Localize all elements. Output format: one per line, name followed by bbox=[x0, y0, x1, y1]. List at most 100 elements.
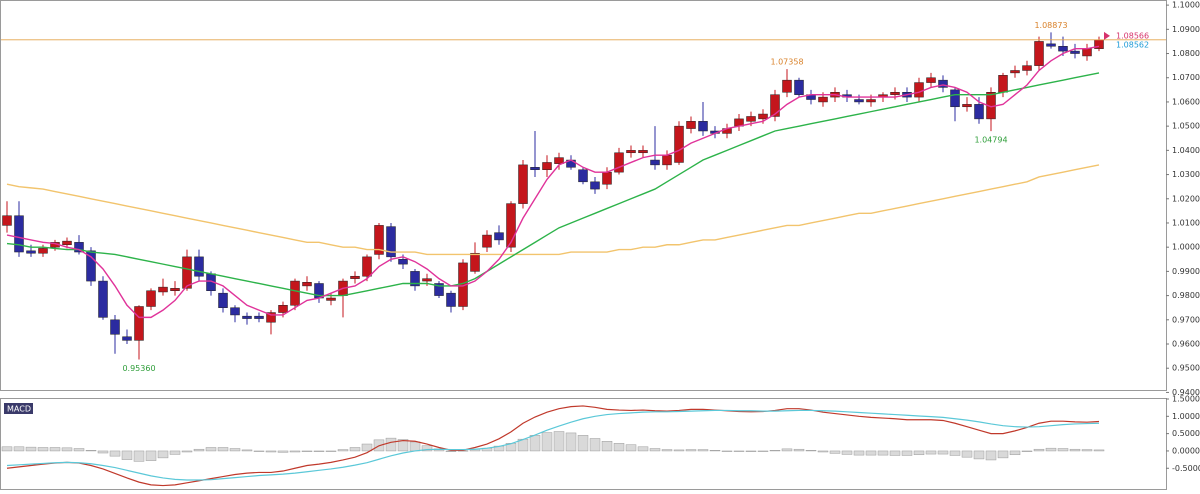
candle-body bbox=[1070, 50, 1080, 54]
histogram-bar bbox=[121, 450, 133, 460]
histogram-bar bbox=[649, 448, 661, 452]
candle-body bbox=[602, 171, 612, 185]
candle-body bbox=[542, 162, 552, 170]
histogram-bar bbox=[877, 450, 889, 456]
histogram-bar bbox=[841, 450, 853, 455]
histogram-bar bbox=[817, 450, 829, 453]
histogram-bar bbox=[793, 448, 805, 452]
histogram-bar bbox=[973, 450, 985, 460]
histogram-bar bbox=[769, 450, 781, 452]
price-label: 1.08566 bbox=[1116, 31, 1149, 40]
candle-body bbox=[770, 94, 780, 117]
candle-body bbox=[14, 215, 24, 253]
histogram-bar bbox=[913, 450, 925, 456]
histogram-bar bbox=[265, 450, 277, 453]
histogram-bar bbox=[1, 446, 13, 452]
histogram-bar bbox=[1009, 450, 1021, 456]
macd-line bbox=[6, 409, 1100, 481]
candle-body bbox=[182, 256, 192, 289]
histogram-bar bbox=[145, 450, 157, 461]
candle-body bbox=[482, 234, 492, 248]
histogram-bar bbox=[37, 447, 49, 452]
histogram-bar bbox=[865, 450, 877, 456]
candle-body bbox=[854, 99, 864, 103]
histogram-bar bbox=[397, 439, 409, 452]
candle-body bbox=[98, 280, 108, 318]
candle-body bbox=[74, 242, 84, 253]
candle-body bbox=[326, 297, 336, 301]
candle-body bbox=[506, 203, 516, 248]
candle-body bbox=[530, 167, 540, 170]
candle-body bbox=[1046, 43, 1056, 47]
candle-body bbox=[1082, 48, 1092, 57]
candle-body bbox=[170, 288, 180, 292]
histogram-bar bbox=[133, 450, 145, 462]
candle-body bbox=[230, 307, 240, 316]
histogram-bar bbox=[337, 449, 349, 452]
indicator-badge bbox=[4, 403, 33, 414]
histogram-bar bbox=[289, 450, 301, 453]
histogram-bar bbox=[241, 449, 253, 452]
histogram-bar bbox=[613, 443, 625, 452]
candle-body bbox=[626, 150, 636, 154]
candle-body bbox=[434, 283, 444, 296]
histogram-bar bbox=[253, 450, 265, 452]
y-tick-label: 1.07000 bbox=[1172, 73, 1200, 82]
high-label: 1.07358 bbox=[770, 58, 803, 67]
candle-body bbox=[146, 290, 156, 307]
histogram-bar bbox=[1069, 448, 1081, 452]
histogram-bar bbox=[673, 449, 685, 452]
histogram-bar bbox=[325, 450, 337, 452]
histogram-bar bbox=[421, 445, 433, 452]
y-tick-label: 1.0000 bbox=[1172, 412, 1200, 421]
histogram-bar bbox=[745, 450, 757, 452]
histogram-bar bbox=[361, 443, 373, 452]
candle-body bbox=[866, 99, 876, 103]
y-tick-label: 1.03000 bbox=[1172, 170, 1200, 179]
histogram-bar bbox=[781, 448, 793, 452]
candle-body bbox=[1058, 46, 1068, 52]
candle-body bbox=[422, 278, 432, 282]
y-tick-label: 1.08000 bbox=[1172, 49, 1200, 58]
histogram-bar bbox=[997, 450, 1009, 459]
candle-body bbox=[278, 305, 288, 313]
y-tick-label: 1.01000 bbox=[1172, 218, 1200, 227]
histogram-bar bbox=[301, 450, 313, 452]
histogram-bar bbox=[277, 450, 289, 453]
candle-body bbox=[914, 82, 924, 98]
histogram-bar bbox=[1057, 448, 1069, 452]
histogram-bar bbox=[73, 448, 85, 452]
candle-body bbox=[254, 315, 264, 319]
candle-body bbox=[554, 157, 564, 164]
candle-body bbox=[998, 75, 1008, 93]
candle-body bbox=[794, 79, 804, 95]
candle-body bbox=[398, 259, 408, 265]
histogram-bar bbox=[901, 450, 913, 456]
y-tick-label: -0.5000 bbox=[1172, 464, 1200, 473]
histogram-bar bbox=[985, 450, 997, 461]
candle-body bbox=[302, 282, 312, 287]
histogram-bar bbox=[565, 432, 577, 452]
moving-average bbox=[6, 45, 1100, 319]
candle-body bbox=[578, 169, 588, 183]
histogram-bar bbox=[541, 432, 553, 452]
candle-body bbox=[950, 89, 960, 108]
histogram-bar bbox=[313, 450, 325, 452]
histogram-bar bbox=[385, 437, 397, 452]
y-tick-label: 1.10000 bbox=[1172, 1, 1200, 10]
histogram-bar bbox=[229, 448, 241, 452]
histogram-bar bbox=[757, 450, 769, 452]
histogram-bar bbox=[697, 449, 709, 452]
y-tick-label: 1.06000 bbox=[1172, 97, 1200, 106]
candle-body bbox=[962, 104, 972, 108]
histogram-bar bbox=[1081, 449, 1093, 452]
histogram-bar bbox=[13, 446, 25, 452]
candle-body bbox=[890, 92, 900, 95]
candle-body bbox=[266, 312, 276, 323]
histogram-bar bbox=[1093, 449, 1105, 452]
candle-body bbox=[686, 121, 696, 129]
candle-body bbox=[62, 240, 72, 246]
